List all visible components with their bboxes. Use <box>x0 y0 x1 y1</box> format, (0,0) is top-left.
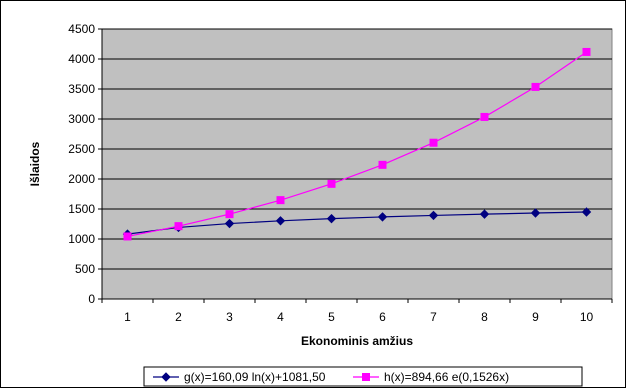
y-tick-label: 4000 <box>68 52 95 66</box>
series-2-point <box>225 210 234 219</box>
series-1-point <box>275 216 286 226</box>
x-tick-label: 6 <box>379 310 386 324</box>
series-2-point <box>123 232 132 241</box>
series-line-2 <box>127 51 587 238</box>
series-2-point <box>582 47 591 56</box>
legend-marker-2 <box>362 373 370 381</box>
x-tick-label: 1 <box>124 310 131 324</box>
series-1-point <box>581 207 592 217</box>
series-2-point <box>480 112 489 121</box>
series-1-point <box>224 218 235 229</box>
y-tick-label: 2000 <box>68 172 95 186</box>
x-tick-label: 7 <box>430 310 437 324</box>
y-tick-label: 2500 <box>68 142 95 156</box>
legend-label-1: g(x)=160,09 ln(x)+1081,50 <box>184 370 326 384</box>
y-axis-label: Išlaidos <box>28 141 42 186</box>
series-1-point <box>479 209 490 219</box>
series-2-point <box>429 138 438 147</box>
series-1-point <box>377 212 388 222</box>
series-2-point <box>276 196 285 205</box>
legend-label-2: h(x)=894,66 e(0,1526x) <box>384 370 509 384</box>
y-tick-label: 500 <box>75 262 95 276</box>
y-tick-label: 3500 <box>68 82 95 96</box>
x-tick-label: 4 <box>277 310 284 324</box>
series-line-1 <box>127 211 587 235</box>
plot-area <box>101 28 613 300</box>
series-2-point <box>174 222 183 231</box>
y-tick-label: 1500 <box>68 202 95 216</box>
y-tick-label: 0 <box>88 292 95 306</box>
x-axis-label: Ekonominis amžius <box>301 334 413 348</box>
x-tick-label: 5 <box>328 310 335 324</box>
x-tick-label: 10 <box>580 310 594 324</box>
legend: g(x)=160,09 ln(x)+1081,50 h(x)=894,66 e(0… <box>143 366 583 387</box>
y-tick-label: 1000 <box>68 232 95 246</box>
series-2-point <box>531 82 540 91</box>
series-2-point <box>327 179 336 188</box>
x-tick-label: 9 <box>532 310 539 324</box>
series-1-point <box>428 210 439 221</box>
x-tick-label: 8 <box>481 310 488 324</box>
y-tick-label: 4500 <box>68 22 95 36</box>
series-1-point <box>326 213 337 224</box>
series-2-point <box>378 160 387 169</box>
legend-marker-1 <box>161 372 171 382</box>
y-tick-label: 3000 <box>68 112 95 126</box>
x-tick-label: 2 <box>175 310 182 324</box>
series-1-point <box>530 208 541 218</box>
x-tick-label: 3 <box>226 310 233 324</box>
